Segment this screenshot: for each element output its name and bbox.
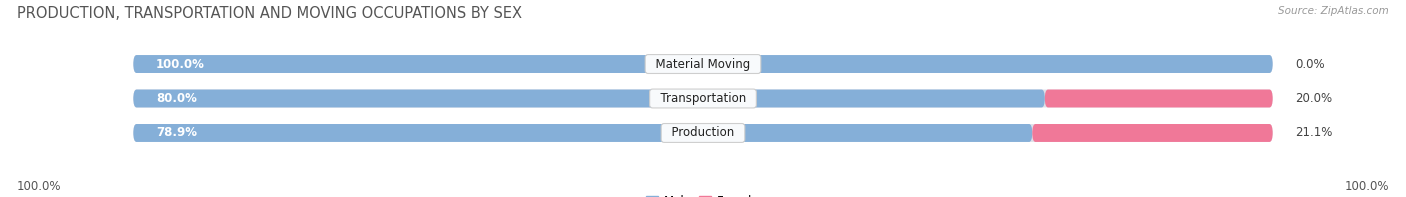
FancyBboxPatch shape: [134, 90, 1045, 108]
FancyBboxPatch shape: [134, 55, 1272, 73]
Text: 100.0%: 100.0%: [17, 180, 62, 193]
FancyBboxPatch shape: [134, 124, 1032, 142]
Text: 20.0%: 20.0%: [1295, 92, 1333, 105]
Text: 21.1%: 21.1%: [1295, 126, 1333, 139]
Text: Production: Production: [664, 126, 742, 139]
Text: 100.0%: 100.0%: [1344, 180, 1389, 193]
Text: PRODUCTION, TRANSPORTATION AND MOVING OCCUPATIONS BY SEX: PRODUCTION, TRANSPORTATION AND MOVING OC…: [17, 6, 522, 21]
FancyBboxPatch shape: [134, 55, 1272, 73]
Text: 80.0%: 80.0%: [156, 92, 197, 105]
Text: 0.0%: 0.0%: [1295, 58, 1324, 71]
FancyBboxPatch shape: [1032, 124, 1272, 142]
FancyBboxPatch shape: [1045, 90, 1272, 108]
FancyBboxPatch shape: [134, 90, 1272, 108]
Legend: Male, Female: Male, Female: [647, 195, 759, 197]
FancyBboxPatch shape: [134, 124, 1272, 142]
Text: Material Moving: Material Moving: [648, 58, 758, 71]
Text: 78.9%: 78.9%: [156, 126, 197, 139]
Text: Transportation: Transportation: [652, 92, 754, 105]
Text: 100.0%: 100.0%: [156, 58, 205, 71]
Text: Source: ZipAtlas.com: Source: ZipAtlas.com: [1278, 6, 1389, 16]
